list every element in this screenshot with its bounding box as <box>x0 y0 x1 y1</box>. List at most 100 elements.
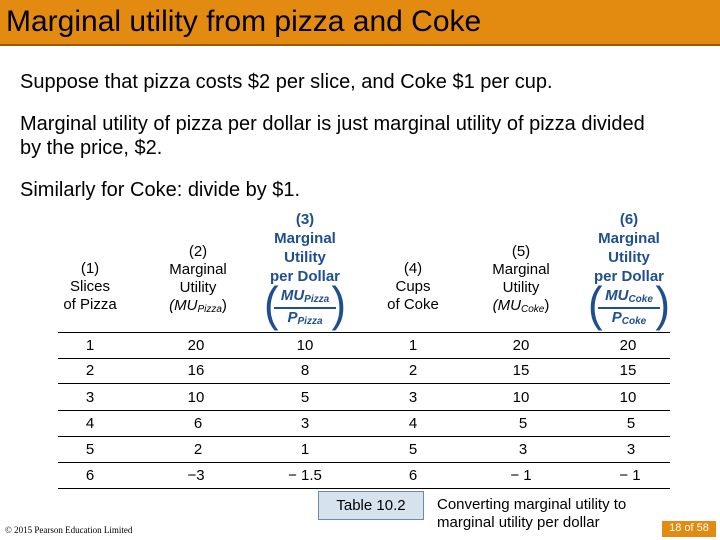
row-rule <box>58 436 670 437</box>
row-rule <box>58 410 670 411</box>
page-number-badge: 18 of 58 <box>662 521 716 537</box>
paragraph-coke: Similarly for Coke: divide by $1. <box>20 179 301 201</box>
fraction-denominator: PPizza <box>264 309 346 327</box>
fraction-bar <box>274 307 336 309</box>
cell-cups: 2 <box>408 362 418 379</box>
paragraph-definition: Marginal utility of pizza per dollar is … <box>20 113 645 159</box>
cell-mu-per-dollar-coke: 20 <box>619 337 637 354</box>
num-sub: Coke <box>628 294 653 305</box>
num-sub: Pizza <box>304 294 330 305</box>
cell-mu-coke: 20 <box>512 337 530 354</box>
cell-mu-pizza: 6 <box>193 415 203 432</box>
cell-mu-per-dollar-coke: 5 <box>626 415 636 432</box>
header-text: Marginal <box>598 230 660 247</box>
header-text: (5) <box>511 243 531 260</box>
title-rule <box>0 44 720 46</box>
cell-cups: 1 <box>408 337 418 354</box>
cell-mu-pizza: −3 <box>187 467 205 484</box>
header-text: (3) <box>295 211 315 228</box>
left-paren: ( <box>264 277 279 332</box>
den-sub: Pizza <box>297 316 323 327</box>
cell-cups: 3 <box>408 389 418 406</box>
mu-sub: Pizza <box>197 304 222 315</box>
header-text: (1) <box>80 260 100 277</box>
title-bar: Marginal utility from pizza and Coke <box>0 0 720 44</box>
cell-slices: 3 <box>85 389 95 406</box>
mu-end: ) <box>544 297 550 314</box>
cell-cups: 6 <box>408 467 418 484</box>
cell-slices: 2 <box>85 362 95 379</box>
header-slices-of-pizza: (1) Slices of Pizza <box>53 260 127 314</box>
cell-mu-coke: 15 <box>512 362 530 379</box>
fraction-denominator: PCoke <box>588 309 670 327</box>
cell-mu-per-dollar-coke: 10 <box>619 389 637 406</box>
row-rule <box>58 383 670 384</box>
header-mu-per-dollar-pizza: (3) Marginal Utility per Dollar <box>262 210 348 286</box>
mu-base: (MU <box>169 297 198 314</box>
mu-base: (MU <box>492 297 521 314</box>
fraction-bar <box>598 307 660 309</box>
cell-cups: 5 <box>408 441 418 458</box>
header-text: (4) <box>403 260 423 277</box>
cell-mu-pizza: 10 <box>187 389 205 406</box>
header-mu-pizza: (MUPizza) <box>158 297 238 319</box>
cell-mu-per-dollar-pizza: − 1.5 <box>288 467 322 484</box>
paragraph-price: Suppose that pizza costs $2 per slice, a… <box>20 71 553 93</box>
header-text: Slices <box>69 278 110 295</box>
cell-mu-per-dollar-pizza: 5 <box>300 389 310 406</box>
cell-mu-per-dollar-pizza: 8 <box>300 362 310 379</box>
row-rule <box>58 358 670 359</box>
cell-mu-per-dollar-pizza: 3 <box>300 415 310 432</box>
fraction-mu-over-p-pizza: ( MUPizza PPizza ) <box>264 280 346 329</box>
header-text: Utility <box>608 249 650 266</box>
cell-mu-per-dollar-coke: 15 <box>619 362 637 379</box>
table-bottom-rule <box>58 488 670 489</box>
cell-mu-coke: − 1 <box>510 467 532 484</box>
cell-slices: 5 <box>85 441 95 458</box>
cell-mu-per-dollar-pizza: 1 <box>300 441 310 458</box>
num-base: MU <box>605 287 629 304</box>
cell-mu-coke: 5 <box>518 415 528 432</box>
row-rule <box>58 462 670 463</box>
cell-slices: 6 <box>85 467 95 484</box>
header-marginal-utility-coke: (5) Marginal Utility (MUCoke) <box>481 243 561 319</box>
fraction-numerator: MUCoke <box>588 287 670 305</box>
cell-cups: 4 <box>408 415 418 432</box>
cell-mu-pizza: 2 <box>193 441 203 458</box>
header-text: Marginal <box>274 230 336 247</box>
left-paren: ( <box>588 277 603 332</box>
header-text: Cups <box>395 278 431 295</box>
header-text: Utility <box>284 249 326 266</box>
header-text: Utility <box>179 279 217 296</box>
cell-slices: 1 <box>85 337 95 354</box>
cell-mu-per-dollar-coke: 3 <box>626 441 636 458</box>
den-base: P <box>287 309 298 326</box>
mu-end: ) <box>221 297 227 314</box>
header-text: Marginal <box>492 261 550 278</box>
copyright: © 2015 Pearson Education Limited <box>5 525 133 535</box>
header-text: per Dollar <box>593 268 665 285</box>
table-number-badge: Table 10.2 <box>318 491 424 520</box>
right-paren: ) <box>331 277 346 332</box>
mu-sub: Coke <box>520 304 545 315</box>
header-text: per Dollar <box>269 268 341 285</box>
header-mu-per-dollar-coke: (6) Marginal Utility per Dollar <box>586 210 672 286</box>
header-marginal-utility-pizza: (2) Marginal Utility (MUPizza) <box>158 243 238 319</box>
den-base: P <box>611 309 622 326</box>
page-number: 18 of 58 <box>669 522 709 534</box>
header-text: (2) <box>188 243 208 260</box>
slide-title: Marginal utility from pizza and Coke <box>6 5 482 38</box>
cell-mu-per-dollar-coke: − 1 <box>619 467 641 484</box>
cell-mu-pizza: 20 <box>187 337 205 354</box>
right-paren: ) <box>655 277 670 332</box>
cell-mu-pizza: 16 <box>187 362 205 379</box>
cell-mu-coke: 10 <box>512 389 530 406</box>
header-cups-of-coke: (4) Cups of Coke <box>378 260 448 314</box>
fraction-numerator: MUPizza <box>264 287 346 305</box>
cell-mu-per-dollar-pizza: 10 <box>296 337 314 354</box>
fraction-mu-over-p-coke: ( MUCoke PCoke ) <box>588 280 670 329</box>
header-text: Utility <box>502 279 540 296</box>
num-base: MU <box>280 287 305 304</box>
cell-slices: 4 <box>85 415 95 432</box>
table-header-rule <box>58 332 670 333</box>
